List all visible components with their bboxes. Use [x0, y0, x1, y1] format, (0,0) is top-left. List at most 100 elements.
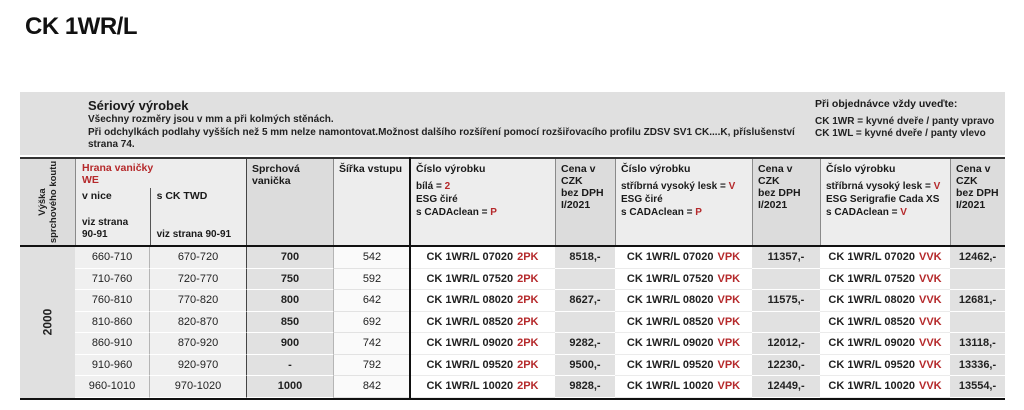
cell-sirka-vstupu: 642	[333, 290, 410, 312]
spec-silver-cadaclean: s CADAclean = P	[621, 207, 702, 218]
header-product-white: Číslo výrobku bílá = 2 ESG čiré s CADAcl…	[410, 159, 555, 245]
product-code-white: CK 1WR/L 08020 2PK	[410, 290, 555, 312]
cell-s-ck-twd: 970-1020	[149, 376, 246, 398]
price-silver	[752, 311, 820, 333]
cell-sirka-vstupu: 842	[333, 376, 410, 398]
cell-v-nice: 860-910	[75, 333, 149, 355]
header-shower-tray: Sprchová vanička	[246, 159, 333, 245]
product-code-silver: CK 1WR/L 08020 VPK	[615, 290, 752, 312]
cell-sprchova-vanicka: 850	[246, 311, 333, 333]
cell-sirka-vstupu: 542	[333, 247, 410, 269]
cell-height-2000: 2000	[20, 247, 75, 398]
product-code-silver: CK 1WR/L 09520 VPK	[615, 354, 752, 376]
product-code-serigrafie: CK 1WR/L 07520 VVK	[820, 268, 950, 290]
spec-white-glass: ESG čiré	[416, 194, 458, 205]
cell-sprchova-vanicka: 1000	[246, 376, 333, 398]
price-white	[555, 268, 615, 290]
price-silver: 12230,-	[752, 354, 820, 376]
product-code-serigrafie: CK 1WR/L 07020 VVK	[820, 247, 950, 269]
product-code-white: CK 1WR/L 07020 2PK	[410, 247, 555, 269]
cell-s-ck-twd: 820-870	[149, 311, 246, 333]
table-thick-divider	[409, 157, 411, 400]
cell-sprchova-vanicka: -	[246, 354, 333, 376]
header-product-serigrafie: Číslo výrobku stříbrná vysoký lesk = V E…	[820, 159, 950, 245]
product-code-serigrafie: CK 1WR/L 08520 VVK	[820, 311, 950, 333]
price-silver: 11357,-	[752, 247, 820, 269]
price-white: 8518,-	[555, 247, 615, 269]
cell-v-nice: 660-710	[75, 247, 149, 269]
header-height-line2: sprchového koutu	[47, 160, 59, 244]
order-note-1wl: CK 1WL = kyvné dveře / panty vlevo	[815, 128, 986, 139]
cell-sprchova-vanicka: 800	[246, 290, 333, 312]
cell-s-ck-twd: 920-970	[149, 354, 246, 376]
header-col-s-ck-twd: s CK TWD viz strana 90-91	[149, 188, 246, 245]
cell-sprchova-vanicka: 750	[246, 268, 333, 290]
info-line-floor-tolerance: Při odchylkách podlahy vyšších než 5 mm …	[88, 126, 795, 138]
product-code-white: CK 1WR/L 09520 2PK	[410, 354, 555, 376]
price-serigrafie	[950, 268, 1005, 290]
product-code-white: CK 1WR/L 10020 2PK	[410, 376, 555, 398]
header-product-silver: Číslo výrobku stříbrná vysoký lesk = V E…	[615, 159, 752, 245]
product-code-silver: CK 1WR/L 10020 VPK	[615, 376, 752, 398]
product-code-white: CK 1WR/L 09020 2PK	[410, 333, 555, 355]
price-table: Výška sprchového koutu Hrana vaničky WE …	[20, 157, 1005, 400]
page-title: CK 1WR/L	[25, 13, 138, 40]
product-code-serigrafie: CK 1WR/L 09020 VVK	[820, 333, 950, 355]
header-tray-edge-title: Hrana vaničky WE	[82, 162, 154, 186]
product-code-white: CK 1WR/L 08520 2PK	[410, 311, 555, 333]
price-serigrafie: 12462,-	[950, 247, 1005, 269]
product-code-serigrafie: CK 1WR/L 09520 VVK	[820, 354, 950, 376]
price-silver: 12449,-	[752, 376, 820, 398]
cell-sirka-vstupu: 592	[333, 268, 410, 290]
spec-white-cadaclean: s CADAclean = P	[416, 207, 497, 218]
header-height-line1: Výška	[36, 188, 48, 216]
table-header: Výška sprchového koutu Hrana vaničky WE …	[20, 157, 1005, 247]
spec-seri-glass: ESG Serigrafie Cada XS	[826, 194, 940, 205]
product-code-silver: CK 1WR/L 09020 VPK	[615, 333, 752, 355]
series-product-title: Sériový výrobek	[88, 98, 189, 113]
info-line-dimensions: Všechny rozměry jsou v mm a při kolmých …	[88, 114, 334, 125]
spec-silver-glass: ESG čiré	[621, 194, 663, 205]
note-see-page-b: viz strana 90-91	[156, 229, 232, 240]
spec-seri-cadaclean: s CADAclean = V	[826, 207, 907, 218]
product-code-white: CK 1WR/L 07520 2PK	[410, 268, 555, 290]
cell-sirka-vstupu: 742	[333, 333, 410, 355]
price-serigrafie	[950, 311, 1005, 333]
cell-s-ck-twd: 720-770	[149, 268, 246, 290]
cell-v-nice: 960-1010	[75, 376, 149, 398]
price-silver: 11575,-	[752, 290, 820, 312]
info-band: Sériový výrobek Všechny rozměry jsou v m…	[20, 92, 1005, 155]
cell-sirka-vstupu: 692	[333, 311, 410, 333]
price-silver: 12012,-	[752, 333, 820, 355]
header-tray-edge-subcolumns: v nice viz strana 90-91 s CK TWD viz str…	[76, 188, 246, 245]
table-body: 2000 660-710 670-720 700 542 CK 1WR/L 07020 2…	[20, 247, 1005, 400]
product-code-serigrafie: CK 1WR/L 08020 VVK	[820, 290, 950, 312]
cell-sprchova-vanicka: 700	[246, 247, 333, 269]
price-white: 9282,-	[555, 333, 615, 355]
price-white	[555, 311, 615, 333]
price-serigrafie: 13118,-	[950, 333, 1005, 355]
cell-s-ck-twd: 870-920	[149, 333, 246, 355]
price-white: 8627,-	[555, 290, 615, 312]
note-see-page-a: viz strana 90-91	[82, 217, 129, 240]
order-note-title: Při objednávce vždy uveďte:	[815, 98, 958, 110]
cell-sprchova-vanicka: 900	[246, 333, 333, 355]
product-code-silver: CK 1WR/L 07520 VPK	[615, 268, 752, 290]
cell-v-nice: 910-960	[75, 354, 149, 376]
header-price-silver: Cena v CZK bez DPH I/2021	[752, 159, 820, 245]
price-serigrafie: 13554,-	[950, 376, 1005, 398]
price-serigrafie: 12681,-	[950, 290, 1005, 312]
header-col-v-nice: v nice viz strana 90-91	[76, 188, 150, 245]
header-price-serigrafie: Cena v CZK bez DPH I/2021	[950, 159, 1005, 245]
cell-v-nice: 760-810	[75, 290, 149, 312]
cell-v-nice: 810-860	[75, 311, 149, 333]
order-note-1wr: CK 1WR = kyvné dveře / panty vpravo	[815, 116, 995, 127]
cell-s-ck-twd: 670-720	[149, 247, 246, 269]
product-code-serigrafie: CK 1WR/L 10020 VVK	[820, 376, 950, 398]
price-silver	[752, 268, 820, 290]
spec-seri-color: stříbrná vysoký lesk = V	[826, 181, 941, 192]
product-code-silver: CK 1WR/L 07020 VPK	[615, 247, 752, 269]
spec-white-color: bílá = 2	[416, 181, 451, 192]
product-code-silver: CK 1WR/L 08520 VPK	[615, 311, 752, 333]
